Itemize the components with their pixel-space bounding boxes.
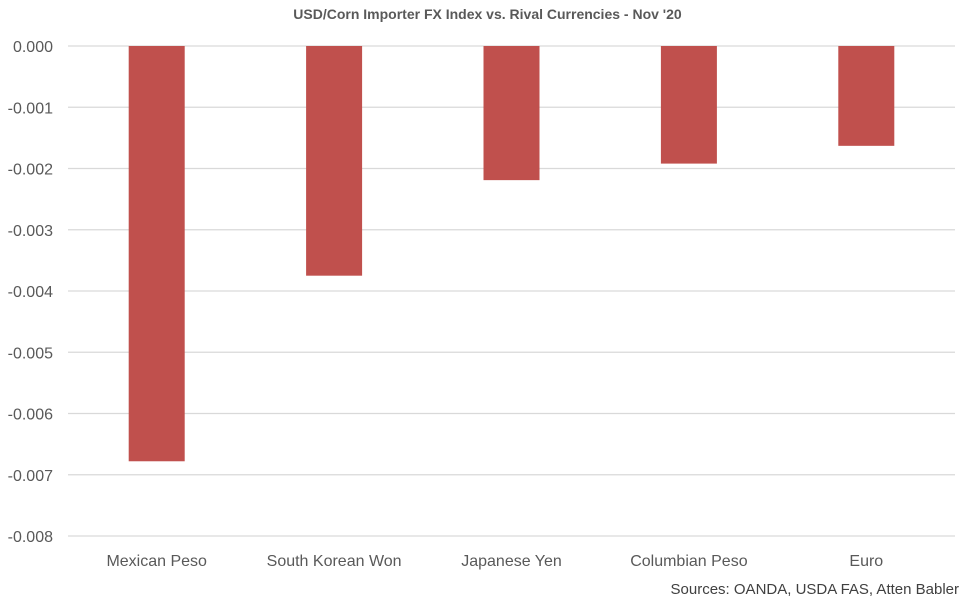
y-tick-label: -0.005 bbox=[8, 345, 53, 362]
x-category-label: South Korean Won bbox=[267, 553, 402, 570]
y-axis-tick-labels: 0.000 -0.001 -0.002 -0.003 -0.004 -0.005 -0.00… bbox=[8, 39, 53, 546]
bars bbox=[128, 46, 895, 462]
bar bbox=[838, 46, 895, 146]
x-axis-category-labels: Mexican Peso South Korean Won Japanese Yen… bbox=[106, 553, 883, 570]
y-tick-label: -0.008 bbox=[8, 529, 53, 546]
bar bbox=[483, 46, 540, 181]
y-tick-label: -0.001 bbox=[8, 100, 53, 117]
x-category-label: Mexican Peso bbox=[106, 553, 207, 570]
source-note: Sources: OANDA, USDA FAS, Atten Babler bbox=[670, 581, 959, 598]
x-category-label: Euro bbox=[849, 553, 883, 570]
chart-title: USD/Corn Importer FX Index vs. Rival Cur… bbox=[293, 6, 682, 22]
y-tick-label: -0.003 bbox=[8, 223, 53, 240]
y-tick-label: -0.007 bbox=[8, 468, 53, 485]
x-category-label: Japanese Yen bbox=[461, 553, 562, 570]
x-category-label: Columbian Peso bbox=[630, 553, 748, 570]
bar bbox=[128, 46, 185, 462]
y-tick-label: -0.002 bbox=[8, 162, 53, 179]
y-tick-label: 0.000 bbox=[13, 39, 53, 56]
bar bbox=[660, 46, 717, 164]
y-tick-label: -0.004 bbox=[8, 284, 53, 301]
y-tick-label: -0.006 bbox=[8, 407, 53, 424]
bar bbox=[306, 46, 363, 276]
